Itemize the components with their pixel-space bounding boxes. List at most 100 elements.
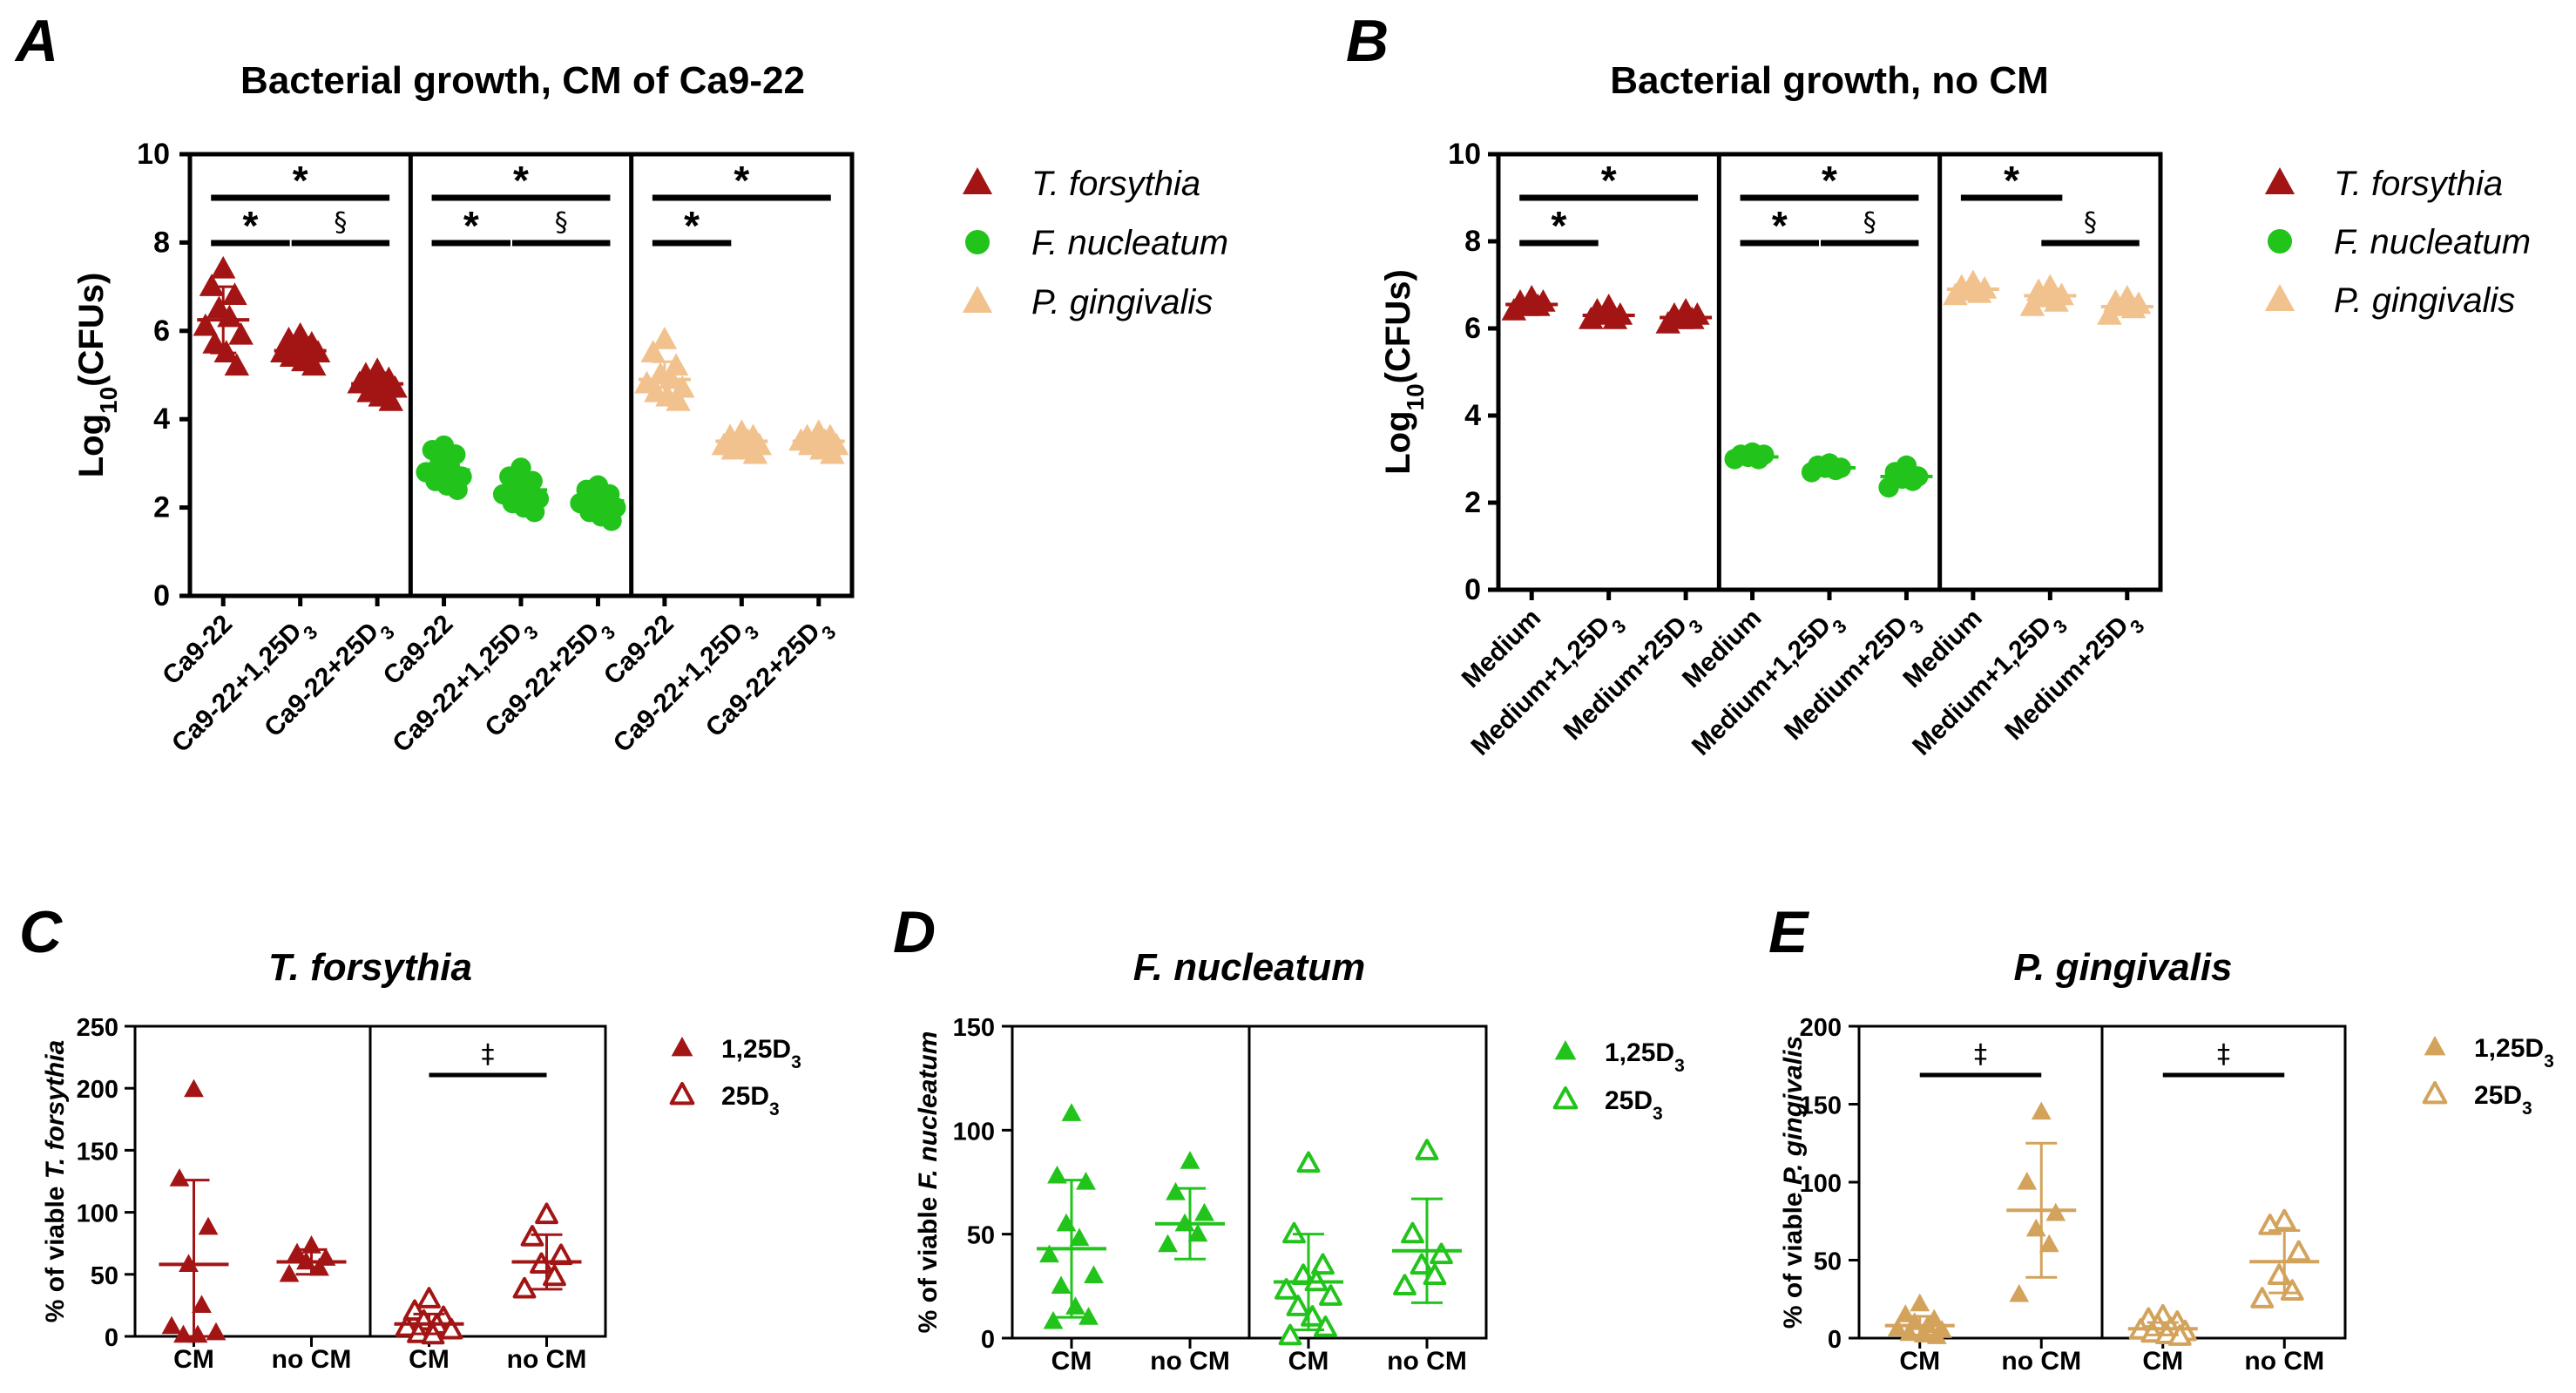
y-tick-label: 0 <box>105 1324 118 1352</box>
data-point <box>1913 1324 1934 1343</box>
y-tick-label: 100 <box>953 1118 995 1146</box>
significance-label: * <box>1601 158 1617 203</box>
data-point <box>1926 1326 1947 1344</box>
data-point <box>2019 294 2045 316</box>
data-point <box>1423 1263 1447 1286</box>
data-point <box>2038 1234 2059 1253</box>
data-point <box>1166 1181 1186 1200</box>
data-point <box>1061 1103 1082 1121</box>
y-tick-label: 2 <box>153 491 170 524</box>
y-tick-label: 200 <box>77 1076 118 1104</box>
data-point <box>2267 1263 2291 1286</box>
significance-label: * <box>1772 203 1788 248</box>
data-point <box>2250 1287 2275 1308</box>
data-point <box>1043 1310 1064 1329</box>
data-point <box>543 1264 566 1287</box>
y-tick-label: 10 <box>1448 138 1481 171</box>
y-axis-label: Log10(CFUs) <box>72 273 122 478</box>
data-point <box>279 1263 300 1282</box>
significance-label: ‡ <box>1974 1039 1987 1070</box>
legend-marker <box>2422 1081 2448 1105</box>
y-axis-label: % of viable T. forsythia <box>41 1040 70 1323</box>
data-point <box>192 1295 212 1314</box>
data-point <box>670 375 695 398</box>
legend-subscript: 3 <box>1674 1056 1685 1076</box>
data-point <box>524 501 545 523</box>
y-tick-label: 50 <box>91 1262 118 1290</box>
data-point <box>173 1324 193 1343</box>
y-tick-label: 150 <box>77 1138 118 1166</box>
data-point <box>1056 1213 1077 1232</box>
data-point <box>210 255 236 279</box>
data-point <box>1501 298 1527 321</box>
x-category-label: CM <box>2142 1347 2183 1376</box>
legend-marker <box>2424 1036 2446 1056</box>
data-point <box>1393 1274 1416 1295</box>
legend-subscript: 3 <box>2544 1052 2554 1072</box>
data-point <box>1579 307 1604 329</box>
legend-text: 1,25D <box>2474 1034 2544 1063</box>
category-text: Medium+1,25D <box>1907 611 2057 761</box>
y-tick-label: 0 <box>153 579 170 612</box>
data-point <box>395 1315 419 1337</box>
x-category-label: no CM <box>2244 1347 2324 1376</box>
y-label-species: F. nucleatum <box>914 1031 943 1190</box>
significance-label: § <box>1863 207 1876 238</box>
data-point <box>1296 1151 1321 1173</box>
data-point <box>187 1324 208 1343</box>
data-point <box>1655 311 1680 334</box>
data-point <box>2017 1172 2038 1190</box>
data-point <box>1278 1323 1302 1346</box>
data-point <box>1065 1296 1085 1315</box>
y-tick-label: 150 <box>953 1014 995 1042</box>
legend-label: F. nucleatum <box>1031 224 1228 262</box>
panel-d: D F. nucleatum 0 50 100 150 % of viable F. nuc… <box>893 899 1685 1376</box>
legend-marker <box>2267 228 2293 254</box>
data-point <box>439 1317 463 1340</box>
y-tick-label: 0 <box>981 1326 995 1354</box>
data-point <box>535 1202 558 1225</box>
y-label-part: (CFUs) <box>1379 269 1417 383</box>
legend-label: 1,25D3 <box>2474 1034 2554 1072</box>
significance-label: § <box>2084 207 2097 238</box>
data-point <box>1069 1227 1090 1247</box>
y-label-part: % of viable <box>41 1179 70 1322</box>
data-point <box>169 1168 190 1187</box>
x-category-label: CM <box>409 1345 450 1374</box>
y-tick-label: 6 <box>1464 312 1481 345</box>
data-point <box>652 326 678 349</box>
y-label-part: % of viable <box>914 1189 943 1333</box>
legend-subscript: 3 <box>2522 1099 2532 1119</box>
data-point <box>1158 1234 1178 1253</box>
data-point <box>1274 1278 1298 1300</box>
category-text: Ca9-22+1,25D <box>608 617 749 758</box>
panel-letter: B <box>1346 8 1389 74</box>
data-point <box>1966 281 1992 303</box>
y-label-subscript: 10 <box>95 387 122 414</box>
significance-label: * <box>1822 158 1837 203</box>
data-point <box>1194 1202 1214 1221</box>
x-category-label: no CM <box>272 1345 352 1374</box>
y-tick-label: 50 <box>1814 1248 1842 1276</box>
data-point <box>1415 1139 1439 1160</box>
legend-label: 1,25D3 <box>721 1035 801 1072</box>
data-point <box>202 331 227 354</box>
data-point <box>213 340 240 362</box>
data-point <box>378 388 403 411</box>
y-label-subscript: 10 <box>1402 383 1429 410</box>
legend-subscript: 3 <box>791 1052 801 1072</box>
y-tick-label: 100 <box>77 1200 118 1228</box>
y-label-part: % of viable <box>1779 1185 1808 1329</box>
category-text: Medium+1,25D <box>1687 611 1836 761</box>
y-label-species: P. gingivalis <box>1779 1036 1808 1185</box>
plot-frame <box>1496 152 2163 592</box>
data-point <box>1878 477 1899 498</box>
data-point <box>2097 302 2122 325</box>
data-point <box>228 321 254 345</box>
y-label-part: (CFUs) <box>72 273 111 387</box>
legend-label: 25D3 <box>2474 1081 2532 1119</box>
x-category-label: CM <box>173 1345 214 1374</box>
